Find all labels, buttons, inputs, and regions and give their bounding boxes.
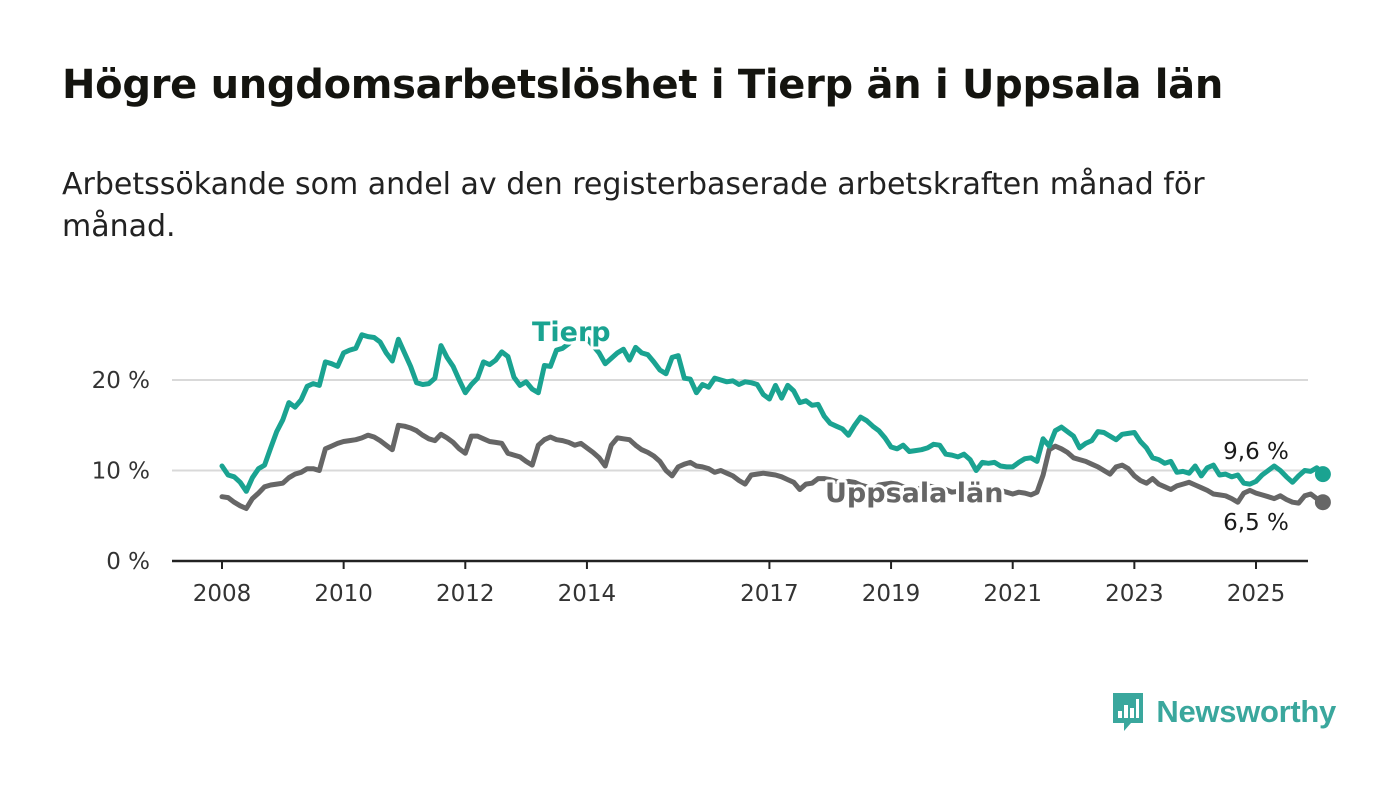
end-marker-tierp [1314, 466, 1331, 483]
x-tick-label: 2025 [1227, 581, 1286, 607]
x-tick-label: 2017 [740, 581, 799, 607]
series-label-tierp: Tierp [532, 317, 611, 348]
series-lines [219, 330, 1331, 511]
x-tick-label: 2014 [558, 581, 617, 607]
gridlines [172, 379, 1308, 472]
series-line-tierp [219, 330, 1326, 494]
brand-name: Newsworthy [1156, 694, 1336, 729]
y-tick-label: 10 % [92, 459, 150, 485]
chart-title: Högre ungdomsarbetslöshet i Tierp än i U… [62, 62, 1224, 108]
end-marker-uppsala-l-n [1314, 494, 1331, 511]
x-tick-label: 2010 [314, 581, 373, 607]
y-tick-label: 20 % [92, 368, 150, 394]
series-labels: Tierp 9,6 % Uppsala län 6,5 % [529, 314, 1291, 539]
x-tick-label: 2012 [436, 581, 495, 607]
y-tick-label: 0 % [106, 549, 150, 575]
x-tick-label: 2023 [1105, 581, 1164, 607]
end-value-label-tierp: 9,6 % [1223, 439, 1289, 465]
end-value-label-uppsala-l-n: 6,5 % [1223, 510, 1289, 536]
x-tick-label: 2019 [862, 581, 921, 607]
axes: 0 % 10 % 20 % 2008 2010 2012 2014 2017 2019 2021 2… [92, 368, 1308, 607]
series-line-uppsala-l-n [219, 422, 1326, 511]
x-tick-label: 2008 [193, 581, 252, 607]
x-tick-label: 2021 [983, 581, 1042, 607]
chart-subtitle: Arbetssökande som andel av den registerb… [62, 167, 1205, 244]
newsworthy-logo-icon [1113, 693, 1144, 731]
series-label-uppsala-l-n: Uppsala län [825, 478, 1003, 509]
brand-logo: Newsworthy [1110, 690, 1336, 734]
